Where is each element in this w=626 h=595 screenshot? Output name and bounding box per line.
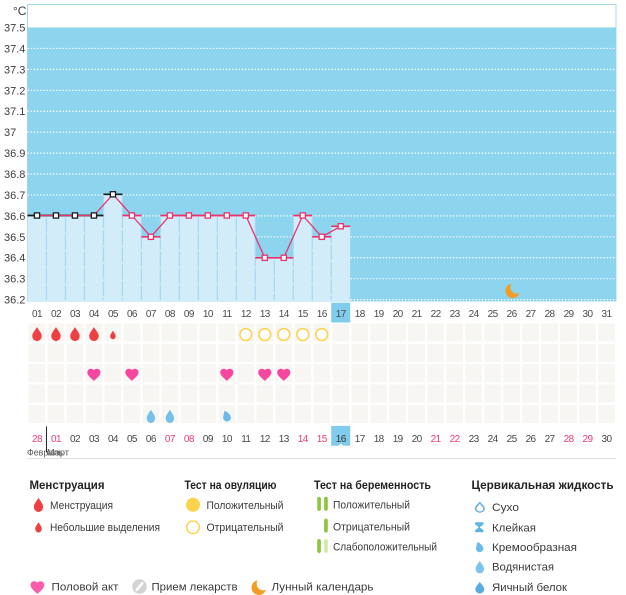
svg-text:22: 22	[450, 434, 461, 445]
svg-text:23: 23	[469, 434, 480, 445]
svg-text:37.5: 37.5	[4, 23, 25, 35]
svg-text:19: 19	[374, 309, 385, 320]
svg-text:14: 14	[279, 309, 290, 320]
svg-text:Менструация: Менструация	[50, 500, 113, 512]
svg-text:13: 13	[279, 434, 290, 445]
svg-text:10: 10	[222, 434, 233, 445]
svg-text:26: 26	[507, 309, 518, 320]
svg-text:01: 01	[51, 434, 62, 445]
svg-text:16: 16	[317, 309, 328, 320]
svg-text:31: 31	[602, 309, 613, 320]
svg-text:Слабоположительный: Слабоположительный	[333, 542, 437, 554]
svg-text:05: 05	[127, 434, 138, 445]
svg-text:Тест на беременность: Тест на беременность	[314, 480, 431, 492]
svg-text:08: 08	[184, 434, 195, 445]
svg-text:01: 01	[32, 309, 43, 320]
svg-text:°C: °C	[13, 4, 27, 18]
svg-text:03: 03	[89, 434, 100, 445]
svg-text:Прием лекарств: Прием лекарств	[152, 582, 238, 594]
svg-text:17: 17	[336, 309, 347, 320]
svg-text:02: 02	[70, 434, 81, 445]
svg-text:Клейкая: Клейкая	[492, 522, 536, 534]
svg-text:Яичный белок: Яичный белок	[492, 582, 567, 594]
svg-text:05: 05	[108, 309, 119, 320]
svg-text:Тест на овуляцию: Тест на овуляцию	[185, 480, 277, 492]
svg-text:25: 25	[488, 309, 499, 320]
svg-text:Отрицательный: Отрицательный	[333, 521, 410, 533]
svg-text:Половой акт: Половой акт	[52, 582, 119, 594]
svg-text:Цервикальная жидкость: Цервикальная жидкость	[472, 480, 614, 492]
svg-text:27: 27	[545, 434, 556, 445]
svg-text:27: 27	[526, 309, 537, 320]
svg-text:14: 14	[298, 434, 309, 445]
svg-text:17: 17	[355, 434, 366, 445]
svg-text:Сухо: Сухо	[492, 502, 519, 514]
svg-text:37.2: 37.2	[4, 85, 25, 97]
svg-text:Водянистая: Водянистая	[492, 561, 554, 573]
svg-text:36.5: 36.5	[4, 232, 25, 244]
svg-text:36.2: 36.2	[4, 295, 25, 307]
svg-text:12: 12	[241, 309, 252, 320]
svg-text:22: 22	[431, 309, 442, 320]
svg-text:24: 24	[469, 309, 480, 320]
svg-text:13: 13	[260, 309, 271, 320]
svg-text:Небольшие выделения: Небольшие выделения	[50, 522, 160, 534]
svg-text:Март: Март	[47, 448, 70, 459]
svg-text:30: 30	[602, 434, 613, 445]
svg-text:20: 20	[393, 309, 404, 320]
svg-text:30: 30	[583, 309, 594, 320]
svg-text:10: 10	[203, 309, 214, 320]
svg-text:04: 04	[108, 434, 119, 445]
svg-text:07: 07	[165, 434, 176, 445]
svg-text:36.8: 36.8	[4, 169, 25, 181]
svg-text:Отрицательный: Отрицательный	[207, 522, 284, 534]
svg-text:Менструация: Менструация	[30, 480, 105, 492]
svg-text:11: 11	[222, 309, 232, 320]
svg-text:26: 26	[526, 434, 537, 445]
svg-text:21: 21	[412, 309, 423, 320]
svg-text:29: 29	[564, 309, 575, 320]
svg-text:36.7: 36.7	[4, 190, 25, 202]
svg-text:36.6: 36.6	[4, 211, 25, 223]
svg-text:15: 15	[317, 434, 328, 445]
svg-text:Лунный календарь: Лунный календарь	[272, 582, 374, 594]
svg-text:08: 08	[165, 309, 176, 320]
svg-text:28: 28	[32, 434, 43, 445]
svg-text:02: 02	[51, 309, 62, 320]
svg-text:37.4: 37.4	[4, 43, 25, 55]
svg-text:28: 28	[564, 434, 575, 445]
svg-text:06: 06	[127, 309, 138, 320]
svg-text:09: 09	[184, 309, 195, 320]
svg-text:36.3: 36.3	[4, 274, 25, 286]
svg-text:37.3: 37.3	[4, 64, 25, 76]
svg-text:37.1: 37.1	[4, 106, 25, 118]
svg-text:12: 12	[260, 434, 271, 445]
svg-text:15: 15	[298, 309, 309, 320]
svg-text:Положительный: Положительный	[207, 500, 284, 512]
svg-text:28: 28	[545, 309, 556, 320]
svg-text:23: 23	[450, 309, 461, 320]
svg-text:20: 20	[412, 434, 423, 445]
svg-text:18: 18	[374, 434, 385, 445]
svg-text:25: 25	[507, 434, 518, 445]
svg-text:16: 16	[336, 434, 347, 445]
svg-text:36.4: 36.4	[4, 253, 25, 265]
svg-text:Кремообразная: Кремообразная	[492, 542, 577, 554]
svg-text:21: 21	[431, 434, 442, 445]
svg-text:29: 29	[583, 434, 594, 445]
svg-text:24: 24	[488, 434, 499, 445]
svg-text:18: 18	[355, 309, 366, 320]
svg-text:37: 37	[4, 127, 16, 139]
svg-text:11: 11	[241, 434, 251, 445]
svg-text:03: 03	[70, 309, 81, 320]
svg-text:Положительный: Положительный	[333, 499, 410, 511]
svg-text:09: 09	[203, 434, 214, 445]
svg-text:06: 06	[146, 434, 157, 445]
svg-text:Февраль: Февраль	[27, 448, 63, 459]
svg-text:04: 04	[89, 309, 100, 320]
svg-text:07: 07	[146, 309, 157, 320]
svg-text:19: 19	[393, 434, 404, 445]
svg-text:36.9: 36.9	[4, 148, 25, 160]
